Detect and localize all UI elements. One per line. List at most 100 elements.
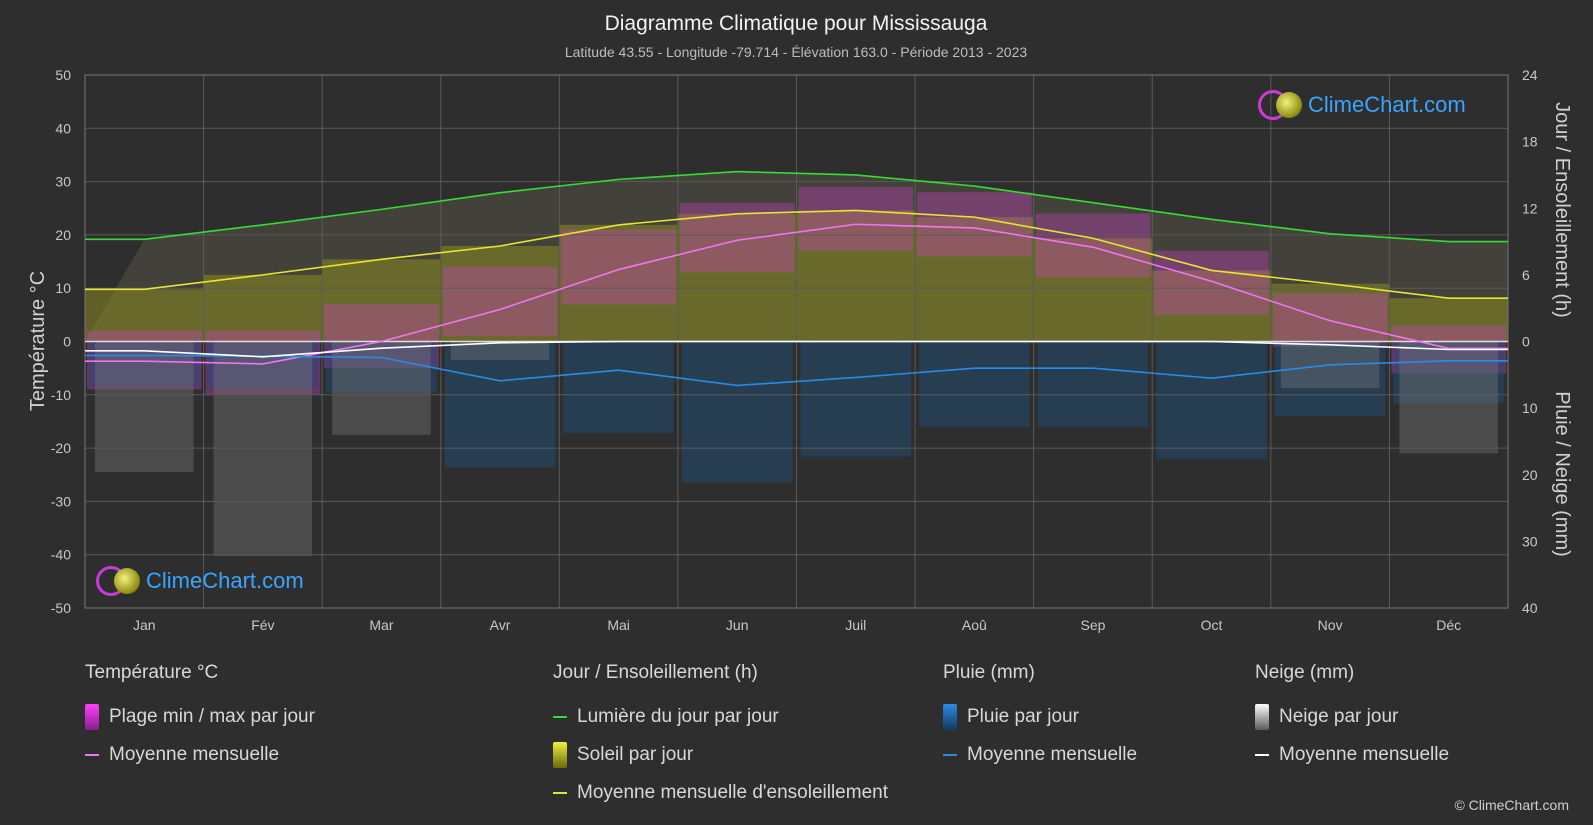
sunshine-mean-swatch <box>553 792 567 794</box>
sunshine-bar <box>203 274 323 342</box>
temp-range-swatch <box>85 704 99 730</box>
y-tick-left: -20 <box>51 440 71 456</box>
snow-bar <box>450 341 550 361</box>
y-axis-right-top-label: Jour / Ensoleillement (h) <box>1551 102 1573 318</box>
y-tick-right-top: 18 <box>1522 134 1538 150</box>
logo-top: ClimeChart.com <box>1258 90 1466 120</box>
x-tick-label: Juil <box>845 617 866 633</box>
legend-sun-title: Jour / Ensoleillement (h) <box>553 662 758 683</box>
legend-temp-range: Plage min / max par jour <box>109 706 315 727</box>
rain-bar <box>326 341 437 393</box>
legend-snow: Neige (mm) Neige par jour Moyenne mensue… <box>1255 662 1449 774</box>
rain-bar <box>1156 341 1267 459</box>
copyright: © ClimeChart.com <box>1454 797 1569 813</box>
sunshine-bar <box>1033 238 1153 342</box>
y-tick-right-top: 6 <box>1522 267 1530 283</box>
rain-mean-swatch <box>943 754 957 756</box>
x-tick-label: Jun <box>726 617 749 633</box>
rain-bar <box>563 341 674 434</box>
logo-bottom: ClimeChart.com <box>96 566 304 596</box>
legend-sunshine: Jour / Ensoleillement (h) Lumière du jou… <box>553 662 888 812</box>
plot-area: 50 40 30 20 10 0 -10 -20 -30 -40 -50 24 18 12 6 0 10 20 30… <box>51 67 1538 633</box>
x-tick-label: Nov <box>1318 617 1343 633</box>
temp-range-bar <box>442 266 558 337</box>
x-tick-label: Mar <box>369 617 393 633</box>
y-tick-right-bottom: 10 <box>1522 400 1538 416</box>
legend-daylight: Lumière du jour par jour <box>577 706 779 727</box>
legend-temp-mean: Moyenne mensuelle <box>109 744 280 765</box>
snow-bar <box>1399 341 1498 454</box>
y-tick-left: 30 <box>55 174 71 190</box>
sunshine-bar <box>796 210 916 342</box>
legend-rain-daily: Pluie par jour <box>967 706 1079 727</box>
x-tick-label: Jan <box>133 617 156 633</box>
sunshine-swatch <box>553 742 567 768</box>
y-tick-left: -10 <box>51 387 71 403</box>
x-tick-label: Déc <box>1436 617 1461 633</box>
temp-range-bar <box>87 330 202 390</box>
y-tick-left: 10 <box>55 280 71 296</box>
legend-snow-daily: Neige par jour <box>1279 706 1399 727</box>
sunshine-bar <box>1389 298 1508 342</box>
snow-mean-line <box>85 340 1508 358</box>
x-tick-label: Fév <box>251 617 274 633</box>
snow-bar <box>95 341 194 473</box>
daylight-swatch <box>553 716 567 718</box>
sunshine-bar <box>915 217 1034 342</box>
y-tick-left: -40 <box>51 547 71 563</box>
y-tick-right-top: 0 <box>1522 334 1530 350</box>
sunshine-bar <box>1270 283 1390 342</box>
rain-bar <box>89 341 200 387</box>
rain-bar <box>1037 341 1149 427</box>
temp-range-bar <box>561 229 676 305</box>
y-tick-left: 50 <box>55 67 71 83</box>
temp-range-bar <box>1035 213 1151 278</box>
sunshine-bar <box>440 246 560 342</box>
sunshine-mean-line <box>85 209 1508 299</box>
daylight-line <box>85 170 1508 243</box>
y-axis-left-label: Température °C <box>27 271 49 411</box>
y-tick-left: 0 <box>63 334 71 350</box>
y-tick-right-bottom: 30 <box>1522 533 1538 549</box>
sunshine-bar <box>85 289 204 342</box>
x-tick-label: Oct <box>1201 617 1223 633</box>
logo-sun-icon <box>1276 92 1302 118</box>
legend-rain-title: Pluie (mm) <box>943 662 1035 683</box>
snow-swatch <box>1255 704 1269 730</box>
rain-bar <box>444 341 556 468</box>
rain-bar <box>1274 341 1386 417</box>
legend-rain-mean: Moyenne mensuelle <box>967 744 1138 765</box>
logo-sun-icon <box>114 568 140 594</box>
legend-sunshine-mean: Moyenne mensuelle d'ensoleillement <box>577 782 888 803</box>
y-tick-left: 40 <box>55 120 71 136</box>
snow-mean-swatch <box>1255 754 1269 756</box>
chart-subtitle: Latitude 43.55 - Longitude -79.714 - Élé… <box>565 44 1028 60</box>
legend-snow-mean: Moyenne mensuelle <box>1279 744 1450 765</box>
temp-mean-line <box>85 223 1508 365</box>
temp-mean-swatch <box>85 754 99 756</box>
snow-bar <box>332 341 431 435</box>
rain-bar <box>919 341 1030 427</box>
legend-temp-title: Température °C <box>85 662 219 683</box>
logo-text: ClimeChart.com <box>1308 92 1466 117</box>
y-tick-right-top: 24 <box>1522 67 1538 83</box>
legend-temperature: Température °C Plage min / max par jour … <box>85 662 315 774</box>
rain-swatch <box>943 704 957 730</box>
y-tick-right-bottom: 20 <box>1522 467 1538 483</box>
chart-title: Diagramme Climatique pour Mississauga <box>605 12 988 35</box>
x-tick-label: Mai <box>607 617 630 633</box>
snow-bar <box>213 341 313 557</box>
sunshine-bar <box>1152 270 1271 342</box>
rain-mean-line <box>85 354 1508 387</box>
x-tick-label: Avr <box>490 617 511 633</box>
y-tick-left: -50 <box>51 600 71 616</box>
y-tick-left: -30 <box>51 493 71 509</box>
logo-text: ClimeChart.com <box>146 568 304 593</box>
y-tick-right-bottom: 40 <box>1522 600 1538 616</box>
y-axis-right-bottom-label: Pluie / Neige (mm) <box>1551 391 1573 557</box>
x-tick-label: Sep <box>1080 617 1105 633</box>
legend-sunshine-daily: Soleil par jour <box>577 744 694 765</box>
temp-range-bar <box>1154 250 1269 315</box>
temp-range-bar <box>798 186 914 251</box>
